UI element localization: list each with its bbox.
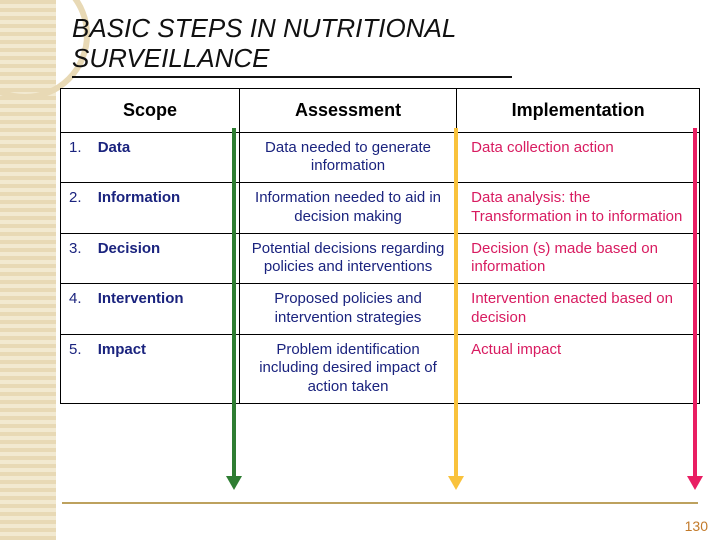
row-label: Impact (98, 341, 146, 358)
header-implementation: Implementation (457, 89, 700, 133)
row-number: 4. (69, 290, 82, 307)
bottom-rule (62, 502, 698, 504)
arrow-head-icon (687, 476, 703, 490)
scope-cell: 2. Information (61, 183, 240, 234)
table-row: 5. Impact Problem identification includi… (61, 334, 700, 403)
row-number: 2. (69, 189, 82, 206)
arrow-head-icon (448, 476, 464, 490)
table-row: 4. Intervention Proposed policies and in… (61, 284, 700, 335)
implementation-cell: Actual impact (457, 334, 700, 403)
row-number: 3. (69, 240, 82, 257)
arrow-head-icon (226, 476, 242, 490)
page-title: BASIC STEPS IN NUTRITIONAL SURVEILLANCE (72, 14, 512, 78)
row-number: 5. (69, 341, 82, 358)
table-header-row: Scope Assessment Implementation (61, 89, 700, 133)
row-label: Data (98, 139, 131, 156)
implementation-cell: Intervention enacted based on decision (457, 284, 700, 335)
row-number: 1. (69, 139, 82, 156)
table-row: 3. Decision Potential decisions regardin… (61, 233, 700, 284)
row-label: Information (98, 189, 181, 206)
scope-cell: 1. Data (61, 132, 240, 183)
header-scope: Scope (61, 89, 240, 133)
assessment-cell: Problem identification including desired… (239, 334, 456, 403)
assessment-cell: Proposed policies and intervention strat… (239, 284, 456, 335)
title-block: BASIC STEPS IN NUTRITIONAL SURVEILLANCE (72, 14, 632, 78)
assessment-cell: Information needed to aid in decision ma… (239, 183, 456, 234)
table-row: 2. Information Information needed to aid… (61, 183, 700, 234)
assessment-cell: Data needed to generate information (239, 132, 456, 183)
header-assessment: Assessment (239, 89, 456, 133)
scope-cell: 5. Impact (61, 334, 240, 403)
surveillance-table-wrap: Scope Assessment Implementation 1. Data … (60, 88, 700, 404)
surveillance-table: Scope Assessment Implementation 1. Data … (60, 88, 700, 404)
scope-cell: 4. Intervention (61, 284, 240, 335)
implementation-cell: Data analysis: the Transformation in to … (457, 183, 700, 234)
implementation-cell: Decision (s) made based on information (457, 233, 700, 284)
table-row: 1. Data Data needed to generate informat… (61, 132, 700, 183)
row-label: Decision (98, 240, 161, 257)
implementation-cell: Data collection action (457, 132, 700, 183)
page-number: 130 (685, 518, 708, 534)
row-label: Intervention (98, 290, 184, 307)
assessment-cell: Potential decisions regarding policies a… (239, 233, 456, 284)
scope-cell: 3. Decision (61, 233, 240, 284)
